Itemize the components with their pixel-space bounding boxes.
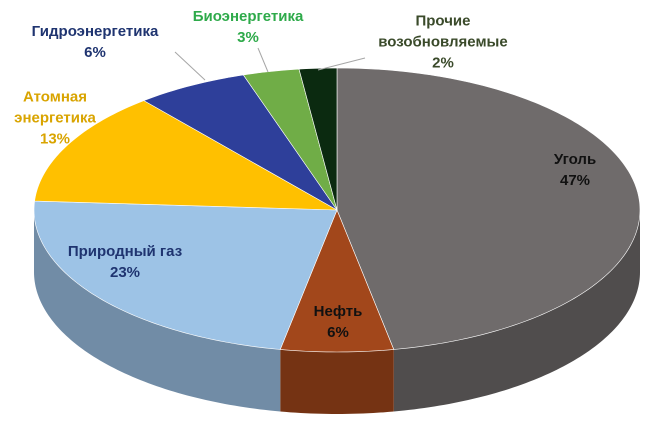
category-label: Биоэнергетика xyxy=(192,8,304,25)
data-label: Нефть 6% xyxy=(298,301,378,343)
slice-side xyxy=(280,349,394,414)
slice xyxy=(298,67,338,211)
value-label: 23% xyxy=(109,264,141,281)
slice-side xyxy=(34,210,281,412)
data-label: Атомная энергетика 13% xyxy=(0,87,110,150)
leader-line xyxy=(257,47,269,73)
category-label: Природный газ xyxy=(67,243,183,260)
category-label: Атомная энергетика xyxy=(14,88,96,127)
slice xyxy=(242,68,338,211)
value-label: 47% xyxy=(559,172,591,189)
value-label: 13% xyxy=(39,130,71,148)
value-label: 6% xyxy=(327,324,349,341)
data-label: Гидроэнергетика 6% xyxy=(15,21,175,63)
leader-lines xyxy=(174,47,366,81)
slice xyxy=(34,100,338,211)
slice xyxy=(33,200,338,350)
leader-line xyxy=(317,57,366,71)
data-label: Прочие возобновляемые 2% xyxy=(368,11,518,74)
category-label: Прочие возобновляемые xyxy=(378,12,508,51)
slice xyxy=(336,67,641,350)
value-label: 2% xyxy=(432,54,454,72)
data-label: Уголь 47% xyxy=(535,149,615,191)
value-label: 3% xyxy=(237,29,259,46)
category-label: Нефть xyxy=(313,303,363,320)
data-label: Природный газ 23% xyxy=(55,241,195,283)
slice xyxy=(143,74,338,211)
category-label: Гидроэнергетика xyxy=(31,23,159,40)
slice xyxy=(279,209,395,353)
slice-side xyxy=(393,210,640,412)
leader-line xyxy=(174,51,206,81)
category-label: Уголь xyxy=(553,151,597,168)
data-label: Биоэнергетика 3% xyxy=(173,6,323,48)
value-label: 6% xyxy=(84,44,106,61)
